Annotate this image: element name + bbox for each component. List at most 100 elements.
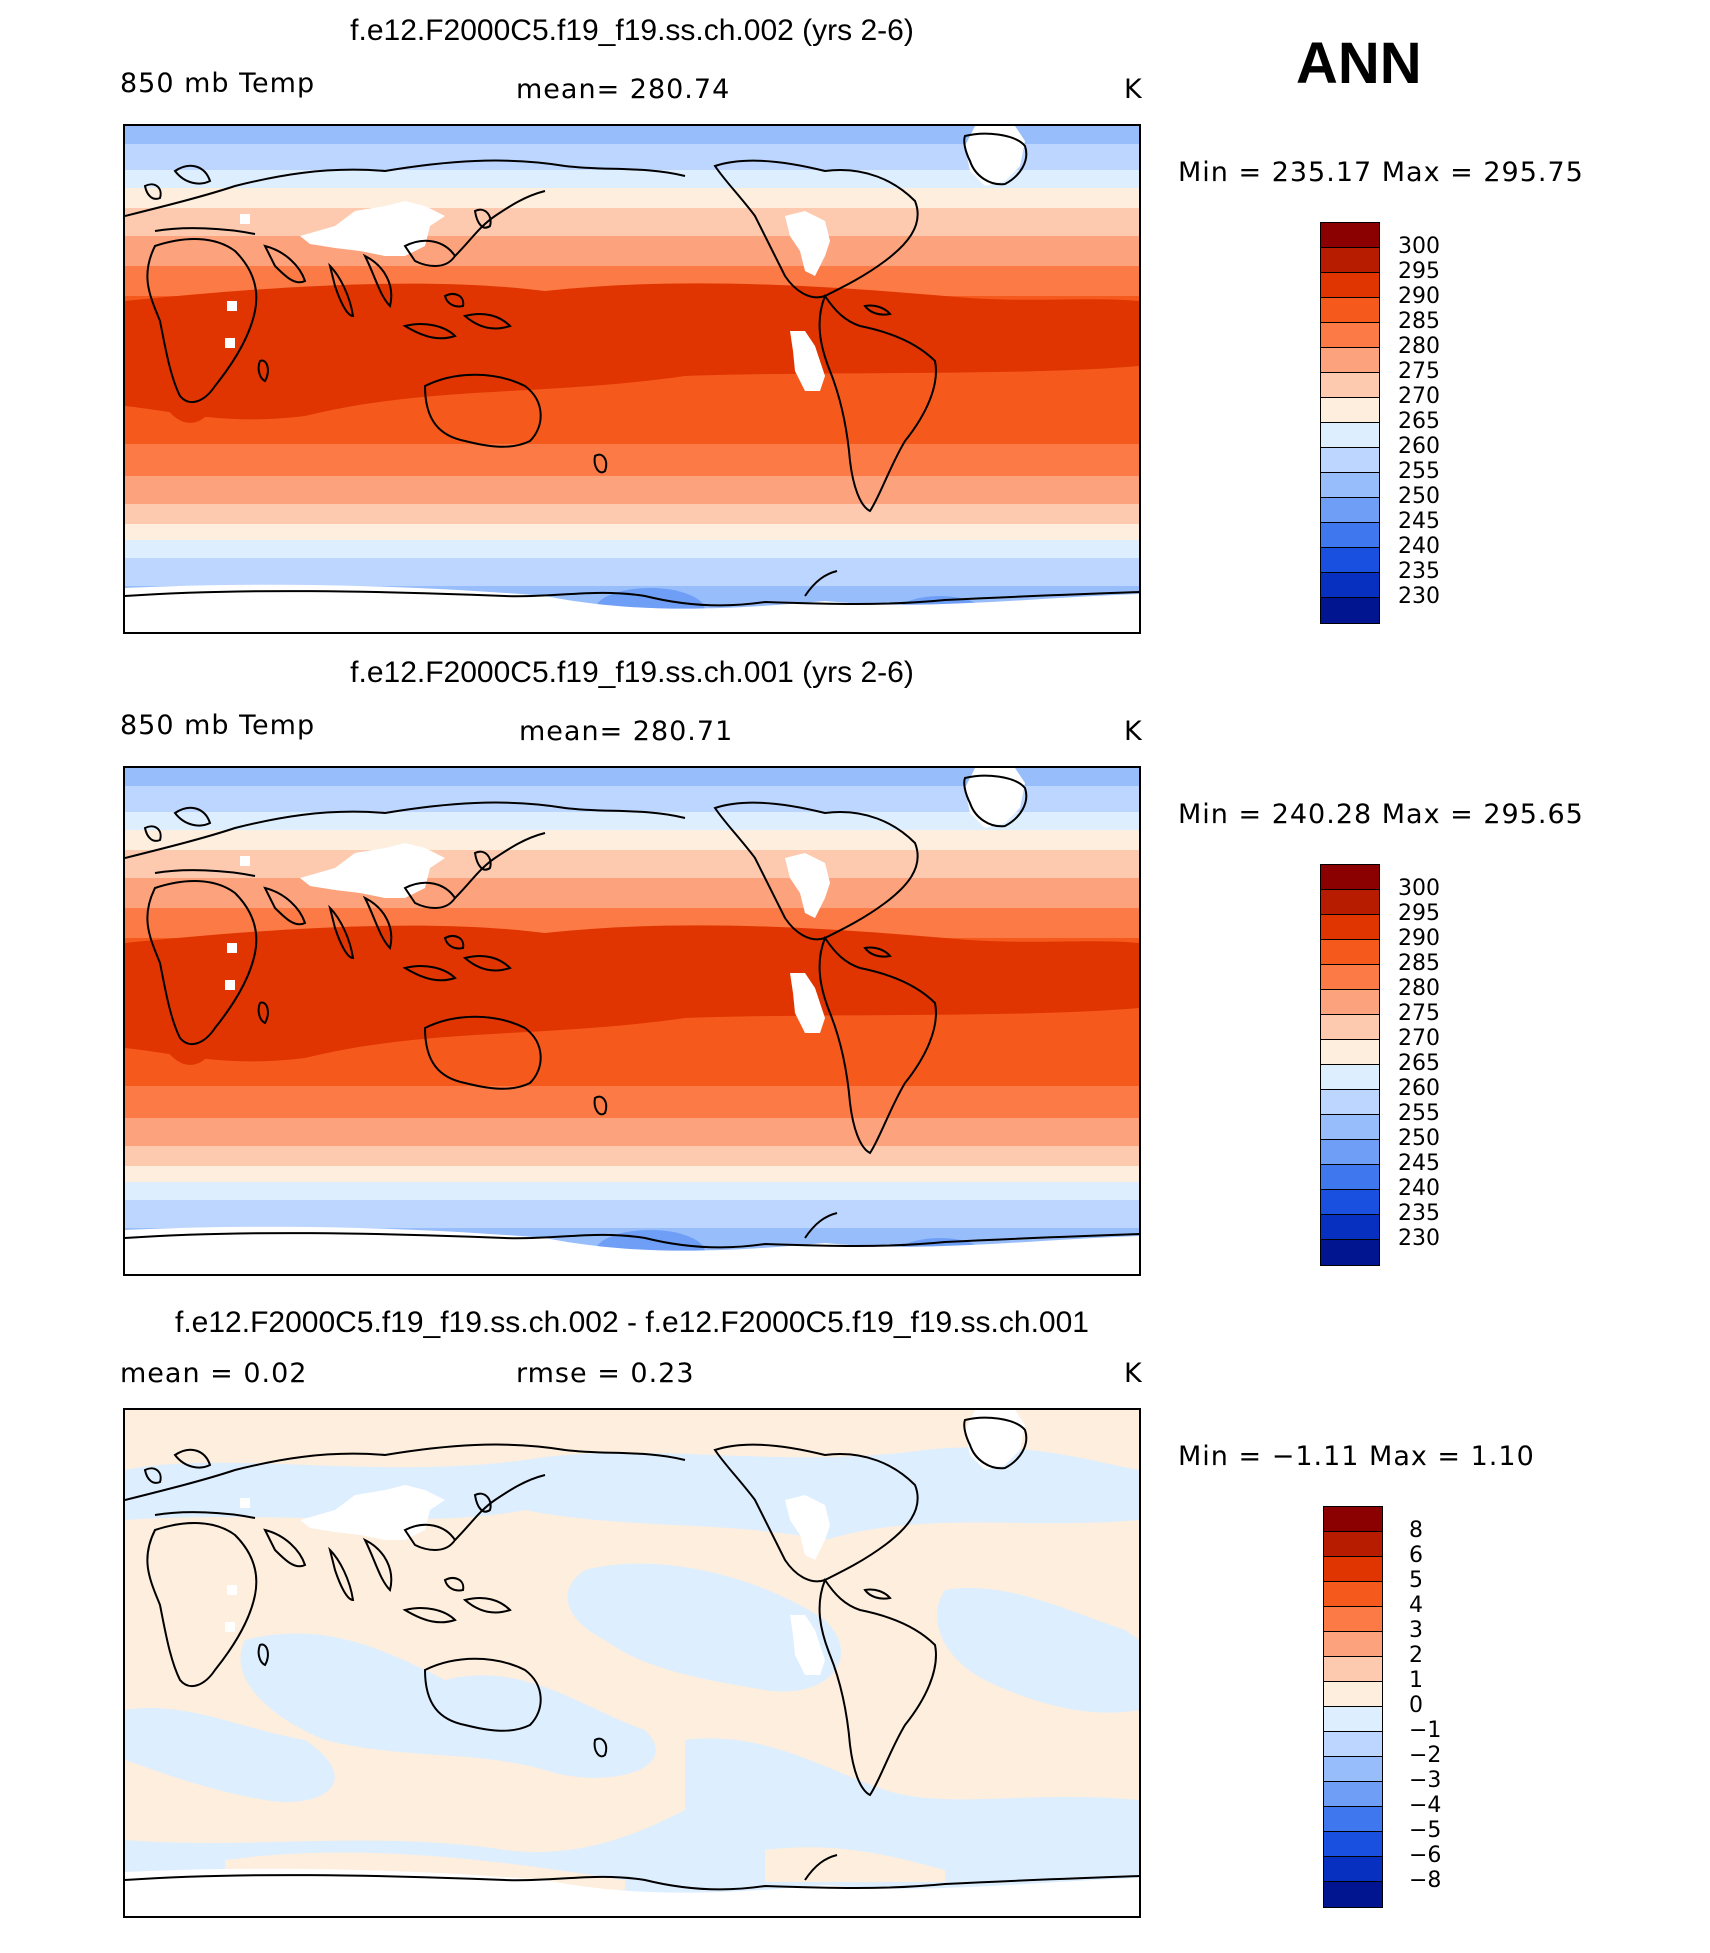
colorbar-swatch — [1321, 940, 1379, 965]
coastline — [402, 965, 457, 982]
coastline — [423, 373, 542, 448]
missing-data-mask — [225, 1622, 235, 1632]
colorbar-swatch — [1324, 1882, 1382, 1907]
colorbar-swatch — [1324, 1507, 1382, 1532]
temperature-band — [125, 850, 1139, 878]
coastline — [125, 801, 686, 859]
colorbar-tick-label: 290 — [1398, 284, 1440, 309]
colorbar-swatch — [1324, 1532, 1382, 1557]
colorbar-tick-label: 5 — [1409, 1568, 1423, 1593]
coastline — [263, 244, 307, 284]
colorbar-swatch — [1321, 498, 1379, 523]
panel2-units-label: K — [1124, 716, 1143, 747]
colorbar-tick-label: 250 — [1398, 484, 1440, 509]
colorbar-swatch — [1324, 1632, 1382, 1657]
temperature-band — [125, 504, 1139, 524]
missing-data-mask — [785, 211, 830, 276]
panel1-coastlines — [125, 132, 1139, 607]
coastline — [403, 881, 457, 909]
coastline — [462, 955, 512, 972]
temperature-band — [125, 878, 1139, 908]
panel3-coastlines — [125, 1416, 1139, 1891]
coastline — [125, 159, 686, 217]
colorbar-swatch — [1321, 1090, 1379, 1115]
panel2-variable-label: 850 mb Temp — [120, 710, 316, 741]
coastline — [362, 895, 393, 950]
missing-data-mask — [225, 338, 235, 348]
coastline — [713, 1443, 919, 1583]
coastline — [146, 880, 258, 1046]
temperature-band — [125, 812, 1139, 830]
panel1-units-label: K — [1124, 74, 1143, 105]
coastline — [443, 1577, 465, 1592]
missing-data-mask — [227, 943, 237, 953]
colorbar-swatch — [1321, 1040, 1379, 1065]
coastline — [143, 183, 162, 200]
coastline — [146, 1522, 258, 1688]
panel1-colorbar — [1320, 222, 1380, 624]
missing-data-mask — [790, 331, 825, 391]
coastline — [263, 1528, 307, 1568]
colorbar-swatch — [1321, 373, 1379, 398]
colorbar-swatch — [1321, 965, 1379, 990]
colorbar-swatch — [1321, 1065, 1379, 1090]
temperature-band — [125, 1118, 1139, 1146]
temperature-band — [125, 524, 1139, 540]
panel1-title: f.e12.F2000C5.f19_f19.ss.ch.002 (yrs 2-6… — [350, 14, 914, 47]
colorbar-swatch — [1324, 1782, 1382, 1807]
colorbar-tick-label: −3 — [1409, 1768, 1442, 1793]
panel2-mean-label: mean= 280.71 — [519, 716, 734, 747]
coastline — [362, 253, 393, 308]
colorbar-swatch — [1321, 990, 1379, 1015]
colorbar-swatch — [1321, 598, 1379, 623]
colorbar-tick-label: −4 — [1409, 1793, 1442, 1818]
missing-data-mask — [225, 980, 235, 990]
coastline — [403, 1523, 457, 1551]
colorbar-tick-label: 230 — [1398, 1226, 1440, 1251]
temperature-band — [125, 1146, 1139, 1166]
colorbar-tick-label: 300 — [1398, 876, 1440, 901]
coastline — [804, 1212, 838, 1239]
coastline — [713, 159, 919, 299]
colorbar-tick-label: 1 — [1409, 1668, 1423, 1693]
coastline — [125, 590, 1139, 607]
coastline — [257, 359, 269, 383]
coastline — [154, 869, 256, 877]
missing-data-mask — [790, 1615, 825, 1675]
coastline — [402, 323, 457, 340]
panel1-mean-label: mean= 280.74 — [516, 74, 731, 105]
colorbar-swatch — [1321, 298, 1379, 323]
panel1-minmax-label: Min = 235.17 Max = 295.75 — [1178, 157, 1584, 188]
colorbar-swatch — [1321, 448, 1379, 473]
panel3-map-svg — [125, 1410, 1139, 1916]
colorbar-tick-label: 280 — [1398, 976, 1440, 1001]
missing-data-mask — [300, 1485, 445, 1540]
missing-data-mask — [790, 973, 825, 1033]
coastline — [143, 1467, 162, 1484]
colorbar-swatch — [1321, 1140, 1379, 1165]
coastline — [713, 801, 919, 941]
colorbar-tick-label: 295 — [1398, 259, 1440, 284]
colorbar-tick-label: 260 — [1398, 434, 1440, 459]
season-label: ANN — [1296, 31, 1422, 96]
panel3-map — [123, 1408, 1141, 1918]
difference-negative-area — [937, 1588, 1139, 1713]
missing-data-mask — [785, 1495, 830, 1560]
colorbar-tick-label: −8 — [1409, 1868, 1442, 1893]
colorbar-swatch — [1321, 1115, 1379, 1140]
colorbar-swatch — [1324, 1682, 1382, 1707]
colorbar-tick-label: 265 — [1398, 1051, 1440, 1076]
missing-data-mask — [300, 201, 445, 256]
missing-data-mask — [227, 301, 237, 311]
panel1-variable-label: 850 mb Temp — [120, 68, 316, 99]
coastline — [963, 774, 1028, 828]
colorbar-tick-label: 275 — [1398, 359, 1440, 384]
warm-pool-region — [125, 283, 1139, 420]
missing-data-mask — [240, 856, 250, 866]
colorbar-swatch — [1324, 1582, 1382, 1607]
missing-data-mask — [965, 126, 1025, 186]
colorbar-swatch — [1321, 223, 1379, 248]
temperature-band — [125, 1200, 1139, 1228]
coastline — [154, 227, 256, 235]
colorbar-swatch — [1321, 890, 1379, 915]
